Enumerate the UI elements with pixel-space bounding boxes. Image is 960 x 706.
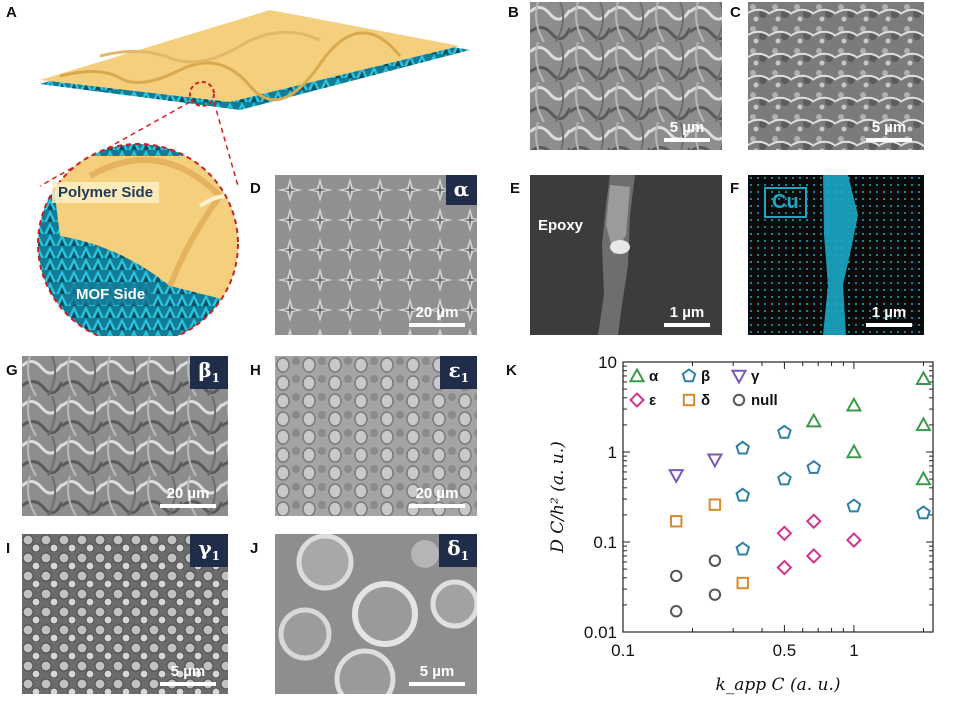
panel-label-b: B — [508, 4, 519, 21]
legend-marker — [682, 393, 696, 407]
data-point — [846, 532, 862, 549]
scale-bar-c: 5 µm — [866, 119, 912, 142]
data-point — [670, 605, 683, 618]
data-point — [915, 416, 932, 432]
data-point — [806, 459, 822, 474]
panel-label-h: H — [250, 362, 261, 379]
sem-image-b: 5 µm — [530, 2, 722, 150]
y-tick-label: 1 — [608, 443, 617, 462]
legend-marker — [681, 368, 697, 383]
panel-a-illustration — [37, 10, 470, 336]
scale-bar-f: 1 µm — [866, 304, 912, 327]
data-point — [668, 469, 685, 484]
panel-label-c: C — [730, 4, 741, 21]
sample-tag-j: δ1 — [439, 534, 477, 567]
legend-label: β — [701, 368, 710, 385]
legend-marker — [629, 392, 645, 408]
legend-label: null — [751, 392, 778, 409]
data-point — [670, 569, 683, 583]
y-axis-label: D C/h² (a. u.) — [548, 441, 568, 554]
y-tick-label: 0.1 — [593, 533, 617, 552]
scale-bar-b: 5 µm — [664, 119, 710, 142]
sample-tag-d: α — [445, 175, 477, 205]
scale-bar-i: 5 µm — [160, 663, 216, 686]
data-point — [708, 554, 722, 567]
x-axis-label: k_app C (a. u.) — [715, 675, 840, 695]
data-point — [777, 424, 792, 439]
panel-label-j: J — [250, 540, 259, 557]
data-point — [805, 412, 822, 428]
y-tick-label: 10 — [598, 353, 617, 372]
cu-label: Cu — [764, 187, 807, 218]
data-point — [670, 515, 683, 528]
legend-marker — [732, 393, 746, 407]
zoom-inset-circle — [37, 143, 239, 336]
plot-frame — [622, 361, 934, 633]
legend-label: α — [649, 368, 659, 385]
data-point — [776, 559, 793, 576]
data-point — [706, 453, 724, 469]
x-tick-label: 0.5 — [773, 641, 797, 660]
sem-image-d: α 20 µm — [275, 175, 477, 335]
data-point — [735, 487, 751, 502]
scale-bar-d: 20 µm — [409, 304, 465, 327]
sample-tag-g: β1 — [190, 356, 228, 389]
legend-label: ε — [649, 392, 656, 409]
eds-map-f: Cu 1 µm — [748, 175, 924, 335]
epoxy-label: Epoxy — [538, 217, 584, 234]
x-tick-label: 0.1 — [611, 641, 635, 660]
scale-bar-h: 20 µm — [409, 485, 465, 508]
data-point — [915, 470, 932, 486]
sem-image-g: β1 20 µm — [22, 356, 228, 516]
data-point — [915, 370, 932, 386]
data-point — [736, 576, 749, 590]
data-point — [845, 396, 863, 412]
sem-image-e: Epoxy 1 µm — [530, 175, 722, 335]
panel-label-d: D — [250, 180, 261, 197]
x-tick-label: 1 — [849, 641, 858, 660]
data-point — [805, 513, 822, 530]
mof-side-label: MOF Side — [70, 284, 152, 305]
data-point — [735, 541, 751, 556]
sem-image-c: 5 µm — [748, 2, 924, 150]
zoom-target-circle — [189, 81, 215, 107]
data-point — [805, 548, 822, 564]
scale-bar-j: 5 µm — [409, 663, 465, 686]
y-tick-label: 0.01 — [584, 623, 617, 642]
data-point — [916, 505, 931, 520]
panel-label-f: F — [730, 180, 740, 197]
sample-tag-h: ε1 — [440, 356, 477, 389]
sem-image-h: ε1 20 µm — [275, 356, 477, 516]
legend-label: δ — [701, 392, 710, 409]
legend-marker — [628, 367, 646, 383]
panel-label-g: G — [6, 362, 18, 379]
panel-label-i: I — [6, 540, 11, 557]
data-point — [846, 498, 862, 513]
panel-label-a: A — [6, 4, 17, 21]
data-point — [776, 525, 793, 542]
data-point — [845, 443, 863, 459]
panel-label-k: K — [506, 362, 517, 379]
sample-tag-i: γ1 — [190, 534, 228, 567]
scale-bar-g: 20 µm — [160, 485, 216, 508]
data-point — [708, 588, 722, 601]
scale-bar-e: 1 µm — [664, 304, 710, 327]
polymer-side-label: Polymer Side — [52, 182, 160, 203]
data-point — [777, 471, 792, 486]
panel-label-e: E — [510, 180, 521, 197]
legend-marker — [730, 369, 748, 385]
data-point — [735, 440, 751, 455]
data-point — [708, 498, 722, 511]
sem-image-i: γ1 5 µm — [22, 534, 228, 694]
legend-label: γ — [751, 368, 760, 385]
sem-image-j: δ1 5 µm — [275, 534, 477, 694]
